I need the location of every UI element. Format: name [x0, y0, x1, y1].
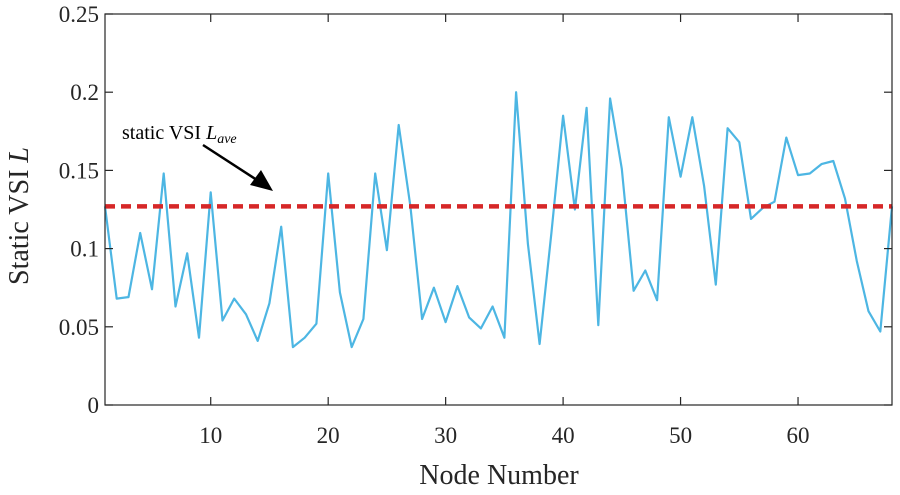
- series-line-0: [103, 91, 894, 349]
- y-axis-label: Static VSI L: [4, 147, 35, 285]
- y-tick-label: 0.05: [59, 315, 99, 340]
- x-axis-label: Node Number: [419, 460, 579, 491]
- x-tick-label: 50: [669, 423, 692, 448]
- y-tick-label: 0.25: [59, 2, 99, 27]
- x-tick-label: 60: [787, 423, 810, 448]
- plot-area: 10 20 30 40 50 60 0 0.05 0.1 0.15 0.2 0.25: [59, 2, 894, 448]
- y-tick-label: 0.2: [70, 80, 99, 105]
- y-tick-label: 0.1: [70, 237, 99, 262]
- x-tick-label: 20: [317, 423, 340, 448]
- axes-frame: [104, 13, 893, 406]
- x-tick-label: 30: [434, 423, 457, 448]
- annotation-arrow: [202, 143, 273, 191]
- x-tick-label: 10: [199, 423, 222, 448]
- x-tick-label: 40: [552, 423, 575, 448]
- y-tick-label: 0: [88, 393, 100, 418]
- reference-line-annotation: static VSI Lave: [122, 122, 237, 147]
- y-tick-label: 0.15: [59, 158, 99, 183]
